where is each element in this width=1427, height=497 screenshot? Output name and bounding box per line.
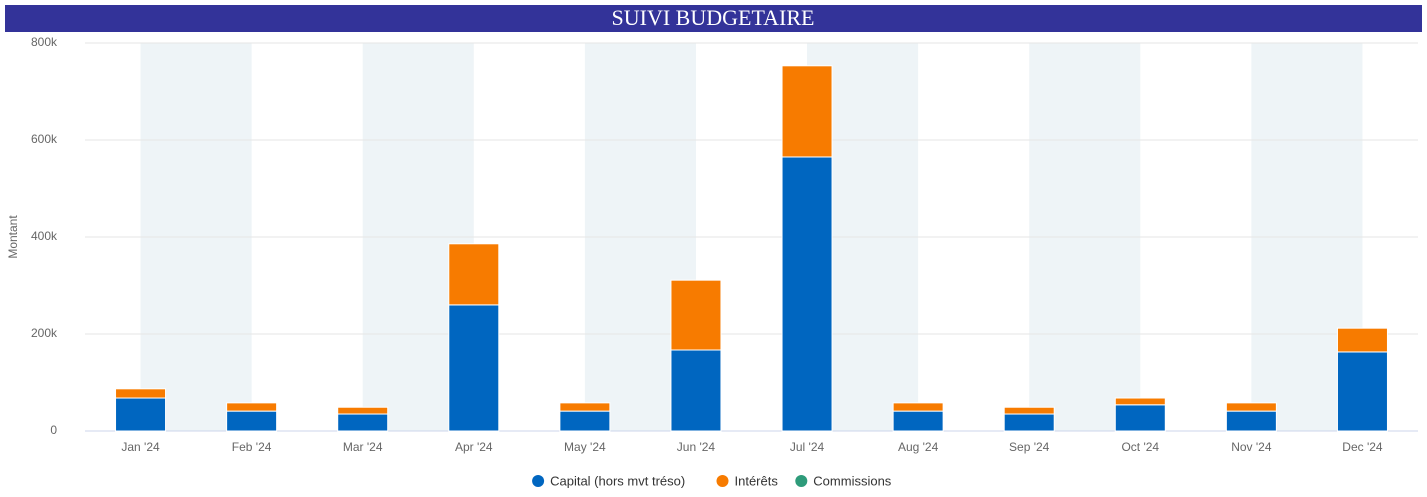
x-tick-label: Jun '24 (677, 440, 716, 454)
bar (670, 349, 722, 432)
x-tick-label: Jan '24 (121, 440, 160, 454)
bar (1225, 410, 1277, 432)
bar (1336, 351, 1388, 432)
legend-label: Commissions (813, 473, 892, 488)
legend-marker (795, 475, 808, 487)
x-tick-label: Nov '24 (1231, 440, 1272, 454)
x-tick-label: Aug '24 (898, 440, 939, 454)
y-tick-label: 600k (31, 132, 58, 146)
legend-label: Capital (hors mvt tréso) (550, 473, 685, 488)
x-tick-label: Feb '24 (232, 440, 272, 454)
bar (892, 410, 944, 432)
y-axis-title: Montant (6, 215, 20, 259)
bar (1003, 406, 1055, 415)
x-tick-label: Jul '24 (790, 440, 825, 454)
x-tick-label: May '24 (564, 440, 606, 454)
bar (1114, 397, 1166, 406)
x-tick-label: Apr '24 (455, 440, 493, 454)
legend-label: Intérêts (735, 473, 779, 488)
y-tick-label: 800k (31, 35, 58, 49)
x-tick-label: Sep '24 (1009, 440, 1050, 454)
legend-marker (532, 475, 545, 487)
legend-marker (716, 475, 729, 487)
y-tick-label: 400k (31, 229, 58, 243)
chart-title: SUIVI BUDGETAIRE (612, 5, 815, 30)
bar (1225, 402, 1277, 412)
bar (1003, 413, 1055, 432)
bar (448, 304, 500, 432)
bar (781, 65, 833, 158)
bar (226, 410, 278, 432)
bar (448, 243, 500, 306)
bar (337, 406, 389, 415)
bar (670, 279, 722, 351)
bar (892, 402, 944, 412)
bar (115, 397, 167, 432)
y-tick-label: 200k (31, 326, 58, 340)
bar (115, 388, 167, 399)
bar (226, 402, 278, 412)
y-tick-label: 0 (50, 423, 57, 437)
bar (559, 410, 611, 432)
x-tick-label: Dec '24 (1342, 440, 1383, 454)
bar (781, 156, 833, 432)
bar (559, 402, 611, 412)
bar (337, 413, 389, 432)
title-banner (5, 5, 1422, 32)
bar (1114, 404, 1166, 432)
x-tick-label: Oct '24 (1121, 440, 1159, 454)
bar (1336, 327, 1388, 353)
x-tick-label: Mar '24 (343, 440, 383, 454)
